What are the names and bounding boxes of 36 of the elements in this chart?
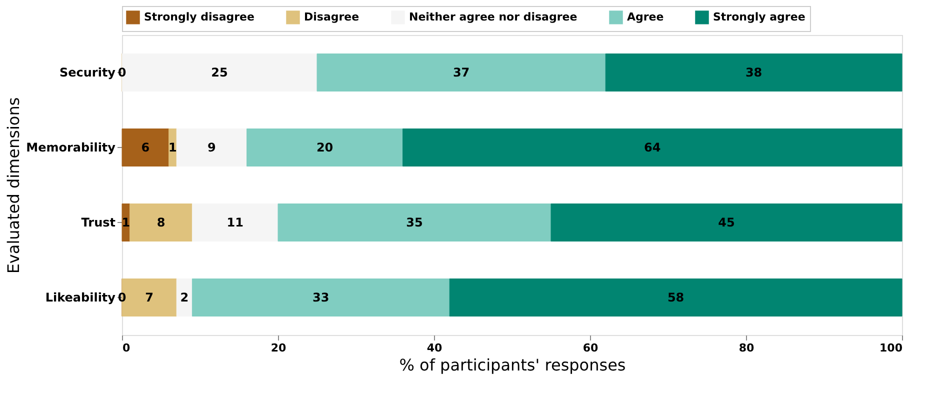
x-tick-label: 80 xyxy=(738,342,754,354)
data-label: 8 xyxy=(156,216,166,230)
y-tick-label: Trust xyxy=(81,216,116,230)
data-label: 58 xyxy=(667,290,684,304)
data-label: 11 xyxy=(226,216,244,230)
legend-label: Neither agree nor disagree xyxy=(409,10,578,24)
data-label: 7 xyxy=(145,290,154,304)
data-label: 0 xyxy=(118,66,126,80)
data-label: 0 xyxy=(118,290,126,304)
legend-label: Strongly agree xyxy=(713,10,806,24)
data-label: 45 xyxy=(718,216,735,230)
x-tick-label: 0 xyxy=(122,342,130,354)
y-axis-title: Evaluated dimensions xyxy=(4,97,24,274)
x-axis-title: % of participants' responses xyxy=(399,356,626,374)
data-label: 38 xyxy=(745,66,762,80)
data-label: 1 xyxy=(168,140,177,154)
x-tick-label: 100 xyxy=(880,342,903,354)
y-tick-label: Likeability xyxy=(45,290,116,304)
data-label: 20 xyxy=(316,140,334,154)
data-label: 9 xyxy=(208,140,216,154)
data-label: 1 xyxy=(122,216,130,230)
data-label: 35 xyxy=(406,216,423,230)
legend-label: Disagree xyxy=(304,10,360,24)
data-label: 2 xyxy=(180,290,189,304)
x-tick-label: 40 xyxy=(426,342,442,354)
data-label: 64 xyxy=(644,140,661,154)
x-tick-label: 20 xyxy=(270,342,286,354)
x-tick-label: 60 xyxy=(582,342,598,354)
data-label: 37 xyxy=(452,66,470,80)
data-label: 6 xyxy=(141,140,150,154)
legend-label: Agree xyxy=(627,10,664,24)
data-label: 33 xyxy=(312,290,330,304)
data-label: 25 xyxy=(211,66,228,80)
legend-label: Strongly disagree xyxy=(144,10,254,24)
y-tick-label: Memorability xyxy=(26,140,116,154)
y-tick-label: Security xyxy=(59,66,116,80)
